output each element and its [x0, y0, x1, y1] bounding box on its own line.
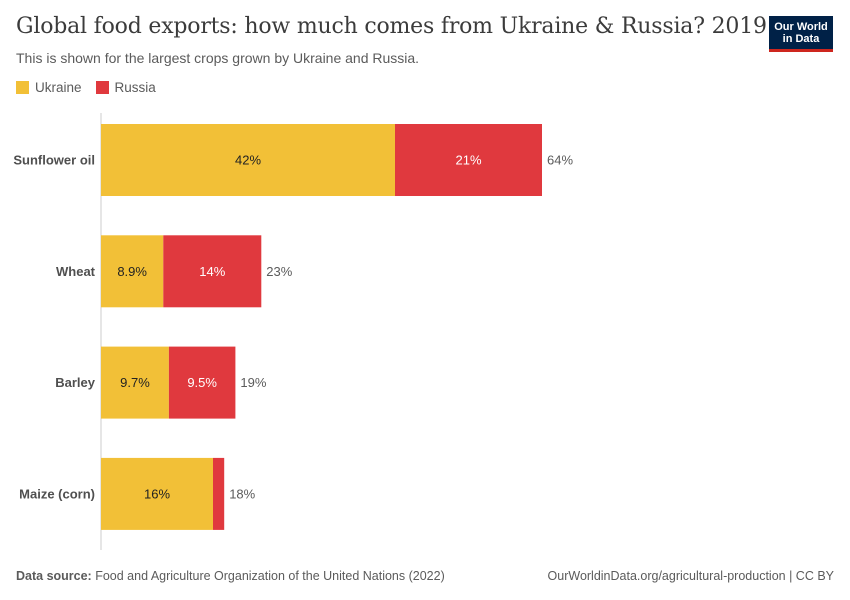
bar-ukraine-barley	[101, 346, 169, 419]
bar-ukraine-wheat	[101, 235, 164, 308]
legend-label-ukraine: Ukraine	[35, 80, 82, 95]
legend-swatch-russia	[95, 81, 109, 94]
chart-subtitle: This is shown for the largest crops grow…	[16, 50, 420, 66]
category-label-sunflower-oil: Sunflower oil	[13, 153, 95, 168]
logo-line-1: Our World	[774, 20, 828, 33]
data-source-label: Data source:	[16, 569, 92, 583]
data-source-text: Food and Agriculture Organization of the…	[95, 569, 445, 583]
legend-swatch-ukraine	[16, 81, 29, 94]
bar-russia-sunflower-oil	[395, 124, 542, 196]
data-source: Data source: Food and Agriculture Organi…	[16, 569, 445, 583]
data-label-russia-sunflower-oil: 21%	[455, 153, 481, 168]
bar-ukraine-sunflower-oil	[101, 124, 395, 196]
category-label-wheat: Wheat	[56, 264, 96, 279]
bar-russia-barley	[168, 346, 236, 419]
legend-label-russia: Russia	[114, 80, 156, 95]
data-label-ukraine-sunflower-oil: 42%	[235, 153, 261, 168]
bar-ukraine-maize-corn	[101, 457, 213, 530]
total-label-sunflower-oil: 64%	[547, 153, 573, 168]
total-label-barley: 19%	[240, 375, 266, 390]
category-label-maize-corn: Maize (corn)	[19, 486, 95, 501]
data-label-russia-barley: 9.5%	[187, 375, 217, 390]
owid-logo[interactable]: Our World in Data	[769, 16, 833, 52]
logo-line-2: in Data	[782, 32, 820, 45]
category-label-barley: Barley	[55, 375, 96, 390]
legend: Ukraine Russia	[16, 80, 156, 95]
total-label-wheat: 23%	[266, 264, 292, 279]
bar-russia-wheat	[163, 235, 262, 308]
data-label-ukraine-barley: 9.7%	[120, 375, 150, 390]
data-label-russia-wheat: 14%	[199, 264, 225, 279]
total-label-maize-corn: 18%	[229, 486, 255, 501]
legend-item-russia[interactable]: Russia	[95, 80, 156, 95]
chart-title: Global food exports: how much comes from…	[16, 14, 767, 39]
bar-russia-maize-corn	[213, 457, 225, 530]
data-label-ukraine-maize-corn: 16%	[144, 486, 170, 501]
data-label-ukraine-wheat: 8.9%	[117, 264, 147, 279]
legend-item-ukraine[interactable]: Ukraine	[16, 80, 82, 95]
source-url[interactable]: OurWorldinData.org/agricultural-producti…	[547, 569, 834, 583]
